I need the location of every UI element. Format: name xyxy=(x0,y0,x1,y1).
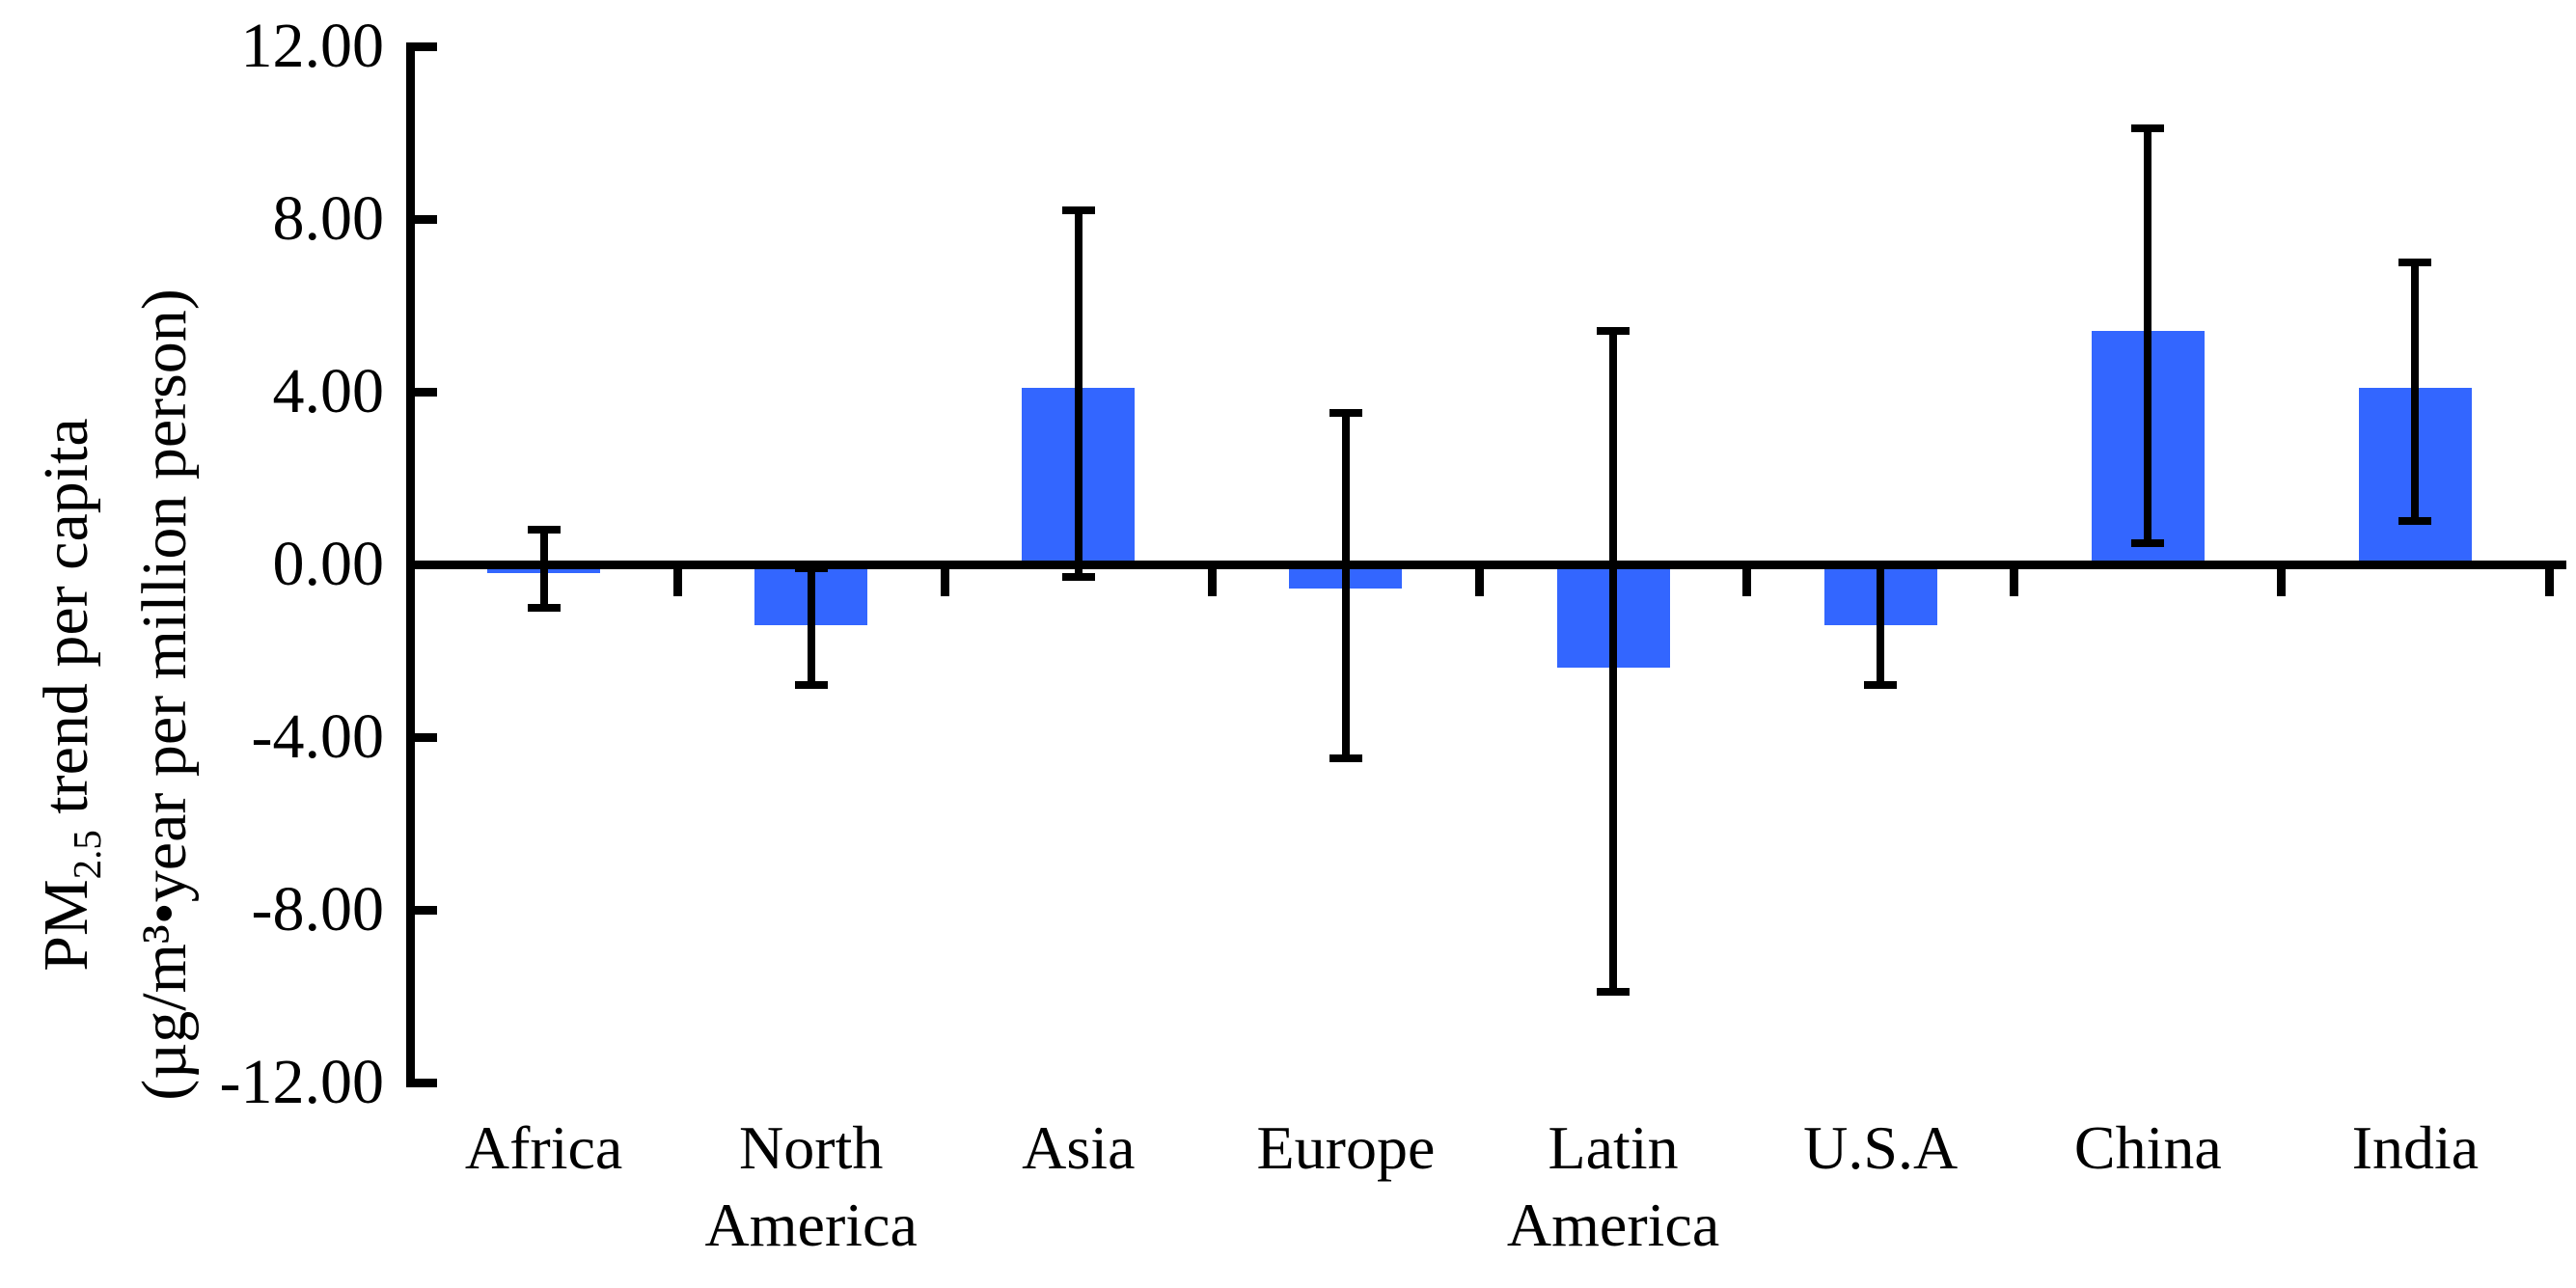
error-bar-cap-bottom xyxy=(2398,517,2432,526)
error-bar-cap-top xyxy=(1597,327,1631,336)
error-bar-cap-bottom xyxy=(2131,538,2165,547)
y-axis-tick xyxy=(410,387,437,397)
x-axis-tick xyxy=(1207,568,1217,596)
error-bar-cap-bottom xyxy=(527,603,561,612)
x-axis-tick xyxy=(2277,568,2287,596)
x-axis-line xyxy=(410,560,2566,569)
y-tick-label: 8.00 xyxy=(272,183,385,254)
error-bar-line xyxy=(1609,331,1618,993)
y-tick-label: -4.00 xyxy=(251,701,384,772)
x-axis-label-india: India xyxy=(2351,1113,2480,1182)
error-bar-cap-bottom xyxy=(1864,681,1898,690)
x-axis-tick xyxy=(1742,568,1752,596)
error-bar-cap-bottom xyxy=(1597,988,1631,997)
y-tick-label: -12.00 xyxy=(219,1047,384,1117)
y-tick-label: 0.00 xyxy=(272,529,385,599)
y-axis-tick xyxy=(410,1078,437,1087)
error-bar-cap-bottom xyxy=(794,681,828,690)
error-bar-line xyxy=(539,530,548,608)
error-bar-cap-top xyxy=(527,526,561,534)
x-axis-label-latin-america: Latin America xyxy=(1506,1113,1720,1259)
y-axis-tick xyxy=(410,214,437,224)
error-bar-cap-top xyxy=(2398,258,2432,266)
y-tick-label: 12.00 xyxy=(240,11,385,81)
error-bar-cap-top xyxy=(1061,206,1095,215)
error-bar-line xyxy=(1877,564,1885,686)
x-axis-label-north-america: North America xyxy=(704,1113,918,1259)
y-axis-tick xyxy=(410,41,437,51)
error-bar-line xyxy=(1341,413,1350,759)
error-bar-cap-bottom xyxy=(1329,754,1362,763)
error-bar-line xyxy=(807,568,815,686)
x-axis-tick xyxy=(940,568,949,596)
error-bar-line xyxy=(2144,128,2152,543)
x-axis-tick xyxy=(1475,568,1484,596)
x-axis-tick xyxy=(2544,568,2554,596)
x-axis-label-china: China xyxy=(2073,1113,2222,1182)
x-axis-label-africa: Africa xyxy=(464,1113,623,1182)
x-axis-tick xyxy=(2010,568,2019,596)
error-bar-cap-top xyxy=(1864,561,1898,568)
x-axis-label-europe: Europe xyxy=(1256,1113,1436,1182)
y-tick-label: 4.00 xyxy=(272,356,385,426)
error-bar-cap-top xyxy=(2131,124,2165,133)
x-axis-tick xyxy=(672,568,682,596)
y-axis-tick xyxy=(410,905,437,915)
y-tick-label: -8.00 xyxy=(251,874,384,945)
x-axis-label-u-s-a: U.S.A xyxy=(1803,1113,1959,1182)
error-bar-cap-bottom xyxy=(1061,573,1095,582)
error-bar-line xyxy=(2411,261,2420,522)
error-bar-cap-top xyxy=(794,564,828,573)
error-bar-line xyxy=(1074,210,1082,578)
x-axis-label-asia: Asia xyxy=(1022,1113,1136,1182)
y-axis-tick xyxy=(410,732,437,742)
error-bar-cap-top xyxy=(1329,409,1362,418)
